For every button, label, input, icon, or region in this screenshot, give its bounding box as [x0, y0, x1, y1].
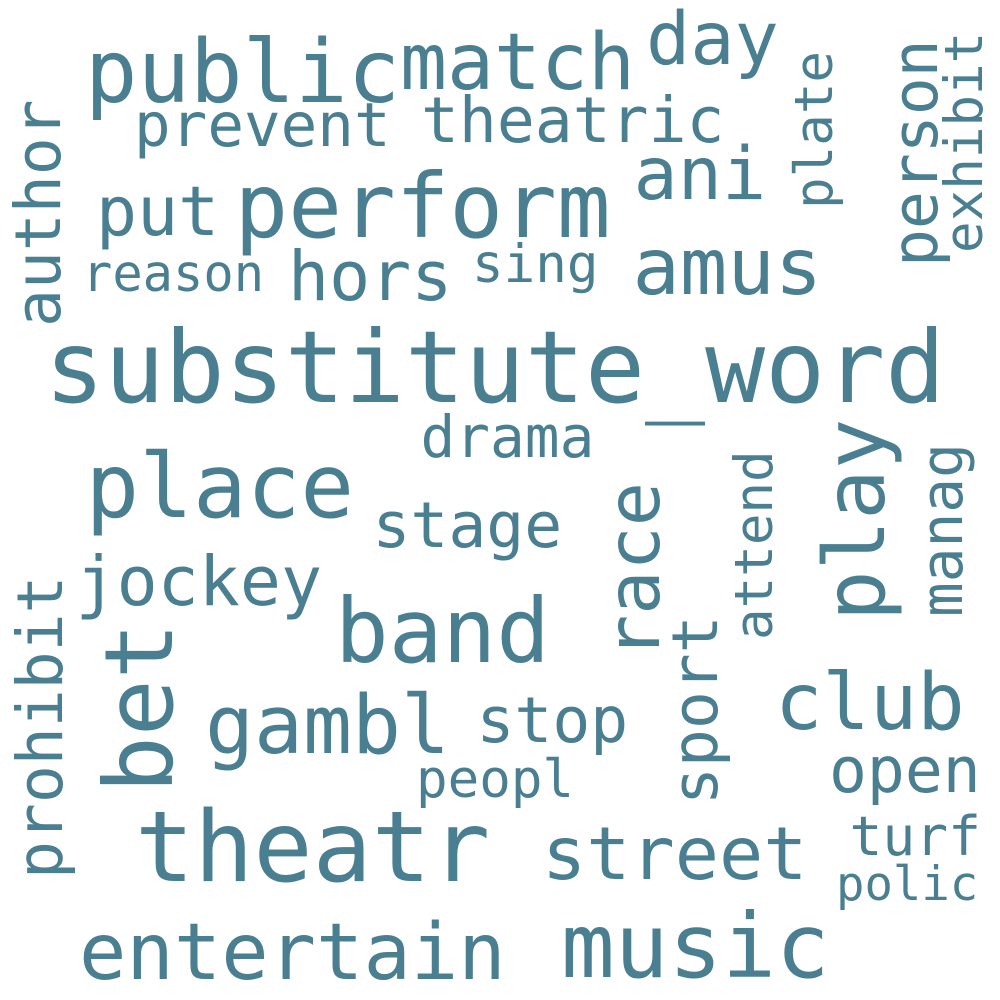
word-match: match [400, 17, 635, 108]
word-theatr: theatr [135, 790, 491, 905]
word-sport: sport [658, 615, 732, 805]
word-author: author [1, 98, 75, 327]
word-stage: stage [372, 488, 563, 562]
word-place: place [85, 435, 355, 539]
word-amus: amus [632, 221, 823, 313]
word-bet: bet [84, 622, 195, 793]
word-prevent: prevent [134, 89, 391, 161]
word-open: open [829, 733, 981, 807]
word-jockey: jockey [75, 542, 323, 622]
word-reason: reason [82, 244, 265, 303]
word-exhibit: exhibit [933, 31, 995, 253]
word-put: put [96, 172, 220, 252]
word-drama: drama [420, 402, 595, 471]
word-ani: ani [633, 132, 767, 217]
word-sing: sing [472, 233, 599, 295]
word-street: street [542, 812, 808, 897]
word-turf: turf [849, 803, 981, 868]
word-hors: hors [288, 237, 453, 317]
word-prohibit: prohibit [3, 575, 77, 879]
word-perform: perform [234, 155, 611, 259]
word-polic: polic [836, 857, 979, 912]
word-entertain: entertain [79, 906, 506, 998]
word-attend: attend [723, 450, 785, 640]
word-club: club [775, 656, 965, 748]
word-substitute-word: substitute_word [44, 308, 946, 426]
word-public: public [85, 21, 401, 123]
word-play: play [806, 418, 904, 621]
word-stop: stop [476, 683, 629, 757]
word-manag: manag [907, 443, 976, 617]
word-band: band [335, 580, 550, 684]
word-peopl: peopl [416, 748, 575, 810]
word-gambl: gambl [205, 677, 451, 773]
word-theatric: theatric [421, 83, 725, 157]
word-plate: plate [783, 50, 845, 209]
word-day: day [646, 0, 779, 82]
word-music: music [561, 895, 830, 999]
